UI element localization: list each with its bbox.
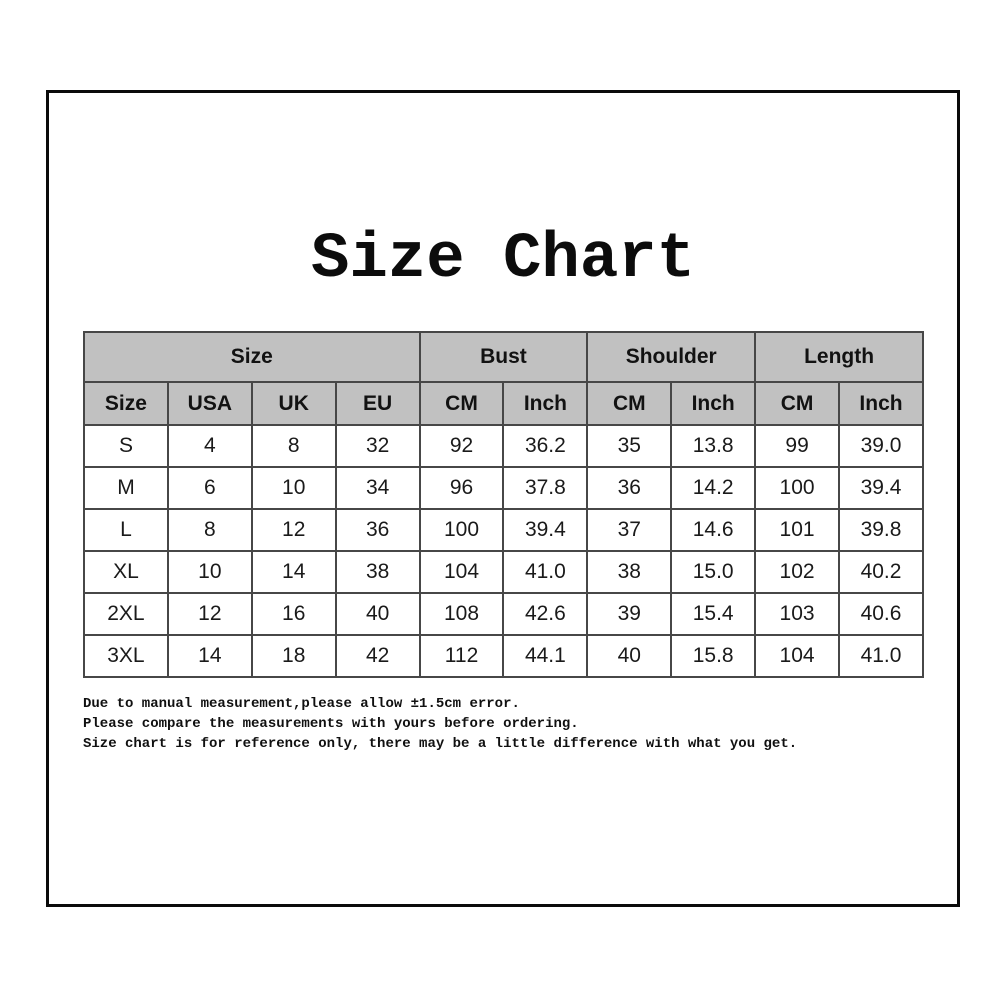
- table-cell: 15.0: [670, 550, 757, 594]
- table-cell: 99: [754, 424, 841, 468]
- table-cell: 2XL: [83, 592, 169, 636]
- table-cell: 104: [418, 550, 505, 594]
- table-cell: 32: [334, 424, 421, 468]
- table-cell: 42: [334, 634, 421, 678]
- table-cell: 14: [166, 634, 253, 678]
- measurement-notes: Due to manual measurement,please allow ±…: [83, 694, 943, 754]
- table-cell: 39.0: [838, 424, 924, 468]
- table-cell: 92: [418, 424, 505, 468]
- table-cell: 35: [586, 424, 673, 468]
- note-line-2: Please compare the measurements with you…: [83, 716, 579, 732]
- table-cell: 6: [166, 466, 253, 510]
- table-cell: 39.4: [502, 508, 589, 552]
- table-row-m: M 6 10 34 96 37.8 36 14.2 100 39.4: [83, 466, 924, 510]
- table-cell: 101: [754, 508, 841, 552]
- column-header-length-inch: Inch: [838, 381, 924, 426]
- note-line-3: Size chart is for reference only, there …: [83, 736, 798, 752]
- column-header-eu: EU: [334, 381, 421, 426]
- table-cell: 3XL: [83, 634, 169, 678]
- table-cell: 15.8: [670, 634, 757, 678]
- column-header-shoulder-cm: CM: [586, 381, 673, 426]
- table-cell: 18: [250, 634, 337, 678]
- table-cell: 40.6: [838, 592, 924, 636]
- table-cell: 4: [166, 424, 253, 468]
- group-header-shoulder: Shoulder: [586, 331, 757, 383]
- table-cell: 41.0: [502, 550, 589, 594]
- table-cell: L: [83, 508, 169, 552]
- table-cell: 38: [334, 550, 421, 594]
- table-cell: XL: [83, 550, 169, 594]
- table-cell: 14.2: [670, 466, 757, 510]
- table-cell: 8: [166, 508, 253, 552]
- column-header-bust-inch: Inch: [502, 381, 589, 426]
- table-cell: 10: [250, 466, 337, 510]
- table-subheader-row: Size USA UK EU CM Inch CM Inch CM Inch: [83, 381, 924, 426]
- table-cell: 36: [334, 508, 421, 552]
- table-cell: M: [83, 466, 169, 510]
- table-cell: 39.4: [838, 466, 924, 510]
- page-title: Size Chart: [310, 224, 696, 296]
- table-cell: 36.2: [502, 424, 589, 468]
- table-row-s: S 4 8 32 92 36.2 35 13.8 99 39.0: [83, 424, 924, 468]
- table-row-2xl: 2XL 12 16 40 108 42.6 39 15.4 103 40.6: [83, 592, 924, 636]
- column-header-size: Size: [83, 381, 169, 426]
- table-cell: 112: [418, 634, 505, 678]
- group-header-size: Size: [83, 331, 421, 383]
- table-cell: 14: [250, 550, 337, 594]
- table-cell: 40: [586, 634, 673, 678]
- table-cell: 36: [586, 466, 673, 510]
- table-cell: 40.2: [838, 550, 924, 594]
- table-cell: 34: [334, 466, 421, 510]
- table-cell: 16: [250, 592, 337, 636]
- table-cell: 39: [586, 592, 673, 636]
- note-line-1: Due to manual measurement,please allow ±…: [83, 696, 520, 712]
- group-header-length: Length: [754, 331, 924, 383]
- page-border-frame: Size Chart Size Bust Shoulder Length Siz…: [46, 90, 960, 907]
- table-cell: 42.6: [502, 592, 589, 636]
- size-chart-table: Size Bust Shoulder Length Size USA UK EU…: [83, 331, 924, 678]
- table-cell: 103: [754, 592, 841, 636]
- table-cell: 108: [418, 592, 505, 636]
- group-header-bust: Bust: [418, 331, 589, 383]
- table-cell: 15.4: [670, 592, 757, 636]
- table-row-xl: XL 10 14 38 104 41.0 38 15.0 102 40.2: [83, 550, 924, 594]
- column-header-uk: UK: [250, 381, 337, 426]
- table-cell: 44.1: [502, 634, 589, 678]
- column-header-bust-cm: CM: [418, 381, 505, 426]
- table-cell: 40: [334, 592, 421, 636]
- table-cell: 104: [754, 634, 841, 678]
- table-cell: 102: [754, 550, 841, 594]
- table-cell: 38: [586, 550, 673, 594]
- table-cell: 8: [250, 424, 337, 468]
- table-cell: 41.0: [838, 634, 924, 678]
- table-cell: 13.8: [670, 424, 757, 468]
- table-cell: S: [83, 424, 169, 468]
- column-header-shoulder-inch: Inch: [670, 381, 757, 426]
- table-cell: 12: [250, 508, 337, 552]
- table-group-header-row: Size Bust Shoulder Length: [83, 331, 924, 383]
- table-cell: 39.8: [838, 508, 924, 552]
- table-cell: 100: [754, 466, 841, 510]
- table-cell: 14.6: [670, 508, 757, 552]
- table-cell: 37: [586, 508, 673, 552]
- table-row-l: L 8 12 36 100 39.4 37 14.6 101 39.8: [83, 508, 924, 552]
- table-cell: 100: [418, 508, 505, 552]
- column-header-usa: USA: [166, 381, 253, 426]
- table-cell: 96: [418, 466, 505, 510]
- table-cell: 37.8: [502, 466, 589, 510]
- column-header-length-cm: CM: [754, 381, 841, 426]
- table-cell: 10: [166, 550, 253, 594]
- table-cell: 12: [166, 592, 253, 636]
- table-row-3xl: 3XL 14 18 42 112 44.1 40 15.8 104 41.0: [83, 634, 924, 678]
